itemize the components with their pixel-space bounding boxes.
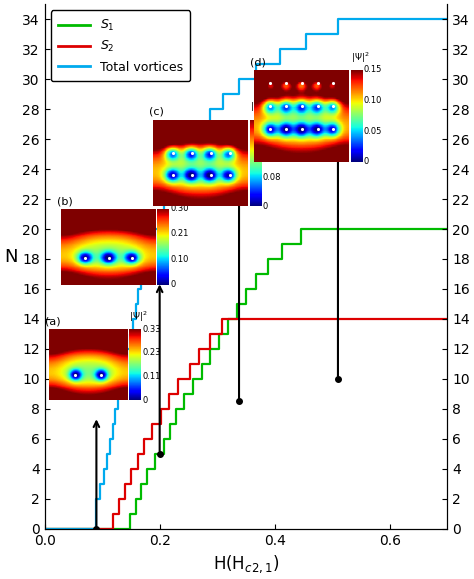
Text: 0: 0 <box>263 201 268 211</box>
Text: (c): (c) <box>149 107 164 117</box>
Text: 0.08: 0.08 <box>263 173 282 182</box>
Text: 0: 0 <box>142 396 147 405</box>
Text: 0.33: 0.33 <box>142 325 161 334</box>
Text: (d): (d) <box>250 57 266 67</box>
Text: 0.24: 0.24 <box>263 115 281 124</box>
Text: 0.23: 0.23 <box>142 349 161 357</box>
Text: 0.10: 0.10 <box>364 96 382 105</box>
Text: (a): (a) <box>45 317 60 327</box>
Text: 0.15: 0.15 <box>364 65 382 74</box>
Text: $|\Psi|^2$: $|\Psi|^2$ <box>351 50 369 64</box>
Text: 0.17: 0.17 <box>263 144 282 153</box>
Text: $|\Psi|^2$: $|\Psi|^2$ <box>129 310 148 324</box>
Text: 0.21: 0.21 <box>170 229 189 239</box>
Text: 0: 0 <box>364 157 369 166</box>
Text: 0.05: 0.05 <box>364 127 382 135</box>
Text: 0: 0 <box>170 280 175 290</box>
Legend: $S_1$, $S_2$, Total vortices: $S_1$, $S_2$, Total vortices <box>51 10 190 81</box>
Text: 0.11: 0.11 <box>142 372 160 382</box>
Text: (b): (b) <box>57 196 73 206</box>
X-axis label: H(H$_{c2,1}$): H(H$_{c2,1}$) <box>213 553 279 575</box>
Y-axis label: N: N <box>4 248 18 266</box>
Text: $|\Psi|^2$: $|\Psi|^2$ <box>250 100 269 114</box>
Text: $|\Psi|^2$: $|\Psi|^2$ <box>157 189 176 204</box>
Text: 0.10: 0.10 <box>170 255 189 264</box>
Text: 0.30: 0.30 <box>170 204 189 213</box>
